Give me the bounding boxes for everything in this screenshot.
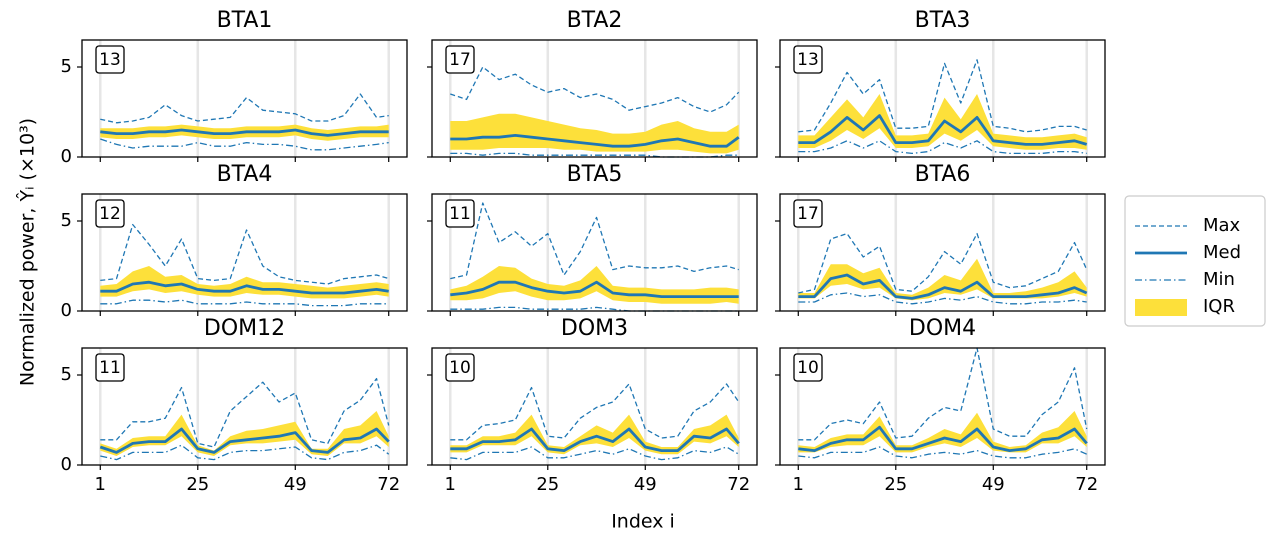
x-tick-label: 49 <box>634 474 657 495</box>
series-line <box>100 444 390 461</box>
iqr-band <box>100 266 389 299</box>
axes-frame <box>779 39 1106 158</box>
x-axis-label: Index i <box>611 511 675 533</box>
y-tick-label: 0 <box>61 300 72 321</box>
series-line <box>100 223 389 285</box>
series-line <box>100 138 389 151</box>
x-tick-label: 1 <box>95 474 106 495</box>
panel-title: BTA5 <box>567 162 623 187</box>
count-label: 17 <box>449 50 471 70</box>
panel-title: DOM4 <box>909 316 976 341</box>
legend-label: IQR <box>1203 296 1235 317</box>
series-line <box>450 134 740 148</box>
iqr-band <box>100 411 389 456</box>
iqr-band <box>798 258 1087 301</box>
series-line <box>450 427 740 452</box>
x-tick-label: 72 <box>1075 474 1098 495</box>
count-box <box>95 353 125 382</box>
panel-title: BTA3 <box>915 8 971 33</box>
series-line <box>450 202 739 280</box>
series-line <box>798 292 1087 305</box>
legend-label: Med <box>1203 242 1241 263</box>
series-line <box>798 59 1087 133</box>
count-label: 10 <box>449 358 471 378</box>
y-tick-label: 5 <box>61 56 72 77</box>
axes-frame <box>431 193 758 312</box>
series-line <box>798 347 1088 441</box>
panel-title: BTA4 <box>217 162 273 187</box>
x-tick-label: 25 <box>536 474 559 495</box>
legend-box <box>1124 195 1266 327</box>
series-line <box>450 152 739 158</box>
series-line <box>798 232 1088 294</box>
panel-title: BTA6 <box>915 162 971 187</box>
series-line <box>450 306 739 312</box>
series-line <box>99 427 390 454</box>
count-label: 11 <box>449 204 471 224</box>
axes-frame <box>779 193 1106 312</box>
count-box <box>95 199 125 228</box>
panel-title: BTA2 <box>567 8 623 33</box>
axes-frame <box>81 39 408 158</box>
count-box <box>793 199 823 228</box>
y-tick-label: 0 <box>61 454 72 475</box>
x-tick-label: 25 <box>186 474 209 495</box>
series-line <box>450 383 740 441</box>
x-tick-label: 1 <box>793 474 804 495</box>
series-line <box>100 280 389 295</box>
count-label: 13 <box>99 50 121 70</box>
axes-frame <box>81 193 408 312</box>
series-line <box>450 66 740 113</box>
count-label: 11 <box>99 358 121 378</box>
x-tick-label: 49 <box>284 474 307 495</box>
count-box <box>445 353 475 382</box>
x-tick-label: 1 <box>445 474 456 495</box>
y-tick-label: 5 <box>61 210 72 231</box>
y-tick-label: 5 <box>61 364 72 385</box>
panel-title: BTA1 <box>217 8 273 33</box>
count-label: 10 <box>797 358 819 378</box>
count-label: 17 <box>797 204 819 224</box>
y-tick-label: 0 <box>61 146 72 167</box>
count-box <box>793 353 823 382</box>
series-line <box>100 128 389 137</box>
iqr-band <box>450 113 739 154</box>
count-label: 12 <box>99 204 121 224</box>
series-line <box>450 446 740 461</box>
legend-label: Max <box>1203 215 1241 236</box>
x-tick-label: 72 <box>377 474 400 495</box>
axes-frame <box>779 347 1106 466</box>
axes-frame <box>431 39 758 158</box>
x-tick-label: 72 <box>727 474 750 495</box>
axes-frame <box>81 347 408 466</box>
series-line <box>798 425 1088 452</box>
iqr-band <box>450 414 739 455</box>
x-tick-label: 25 <box>884 474 907 495</box>
series-line <box>450 280 739 298</box>
count-box <box>445 199 475 228</box>
y-axis-label: Normalized power, Ŷᵢ (×10³) <box>15 118 39 386</box>
legend-swatch <box>1135 299 1187 316</box>
legend-label: Min <box>1203 269 1235 290</box>
series-line <box>100 377 390 448</box>
panel-title: DOM12 <box>204 316 285 341</box>
series-line <box>798 114 1088 146</box>
count-label: 13 <box>797 50 819 70</box>
count-box <box>445 45 475 74</box>
iqr-band <box>798 411 1087 453</box>
series-line <box>798 446 1087 459</box>
x-tick-label: 49 <box>982 474 1005 495</box>
count-box <box>95 45 125 74</box>
axes-frame <box>431 347 758 466</box>
series-line <box>798 273 1088 300</box>
series-line <box>100 93 389 124</box>
series-line <box>100 299 389 307</box>
panel-title: DOM3 <box>561 316 628 341</box>
count-box <box>793 45 823 74</box>
